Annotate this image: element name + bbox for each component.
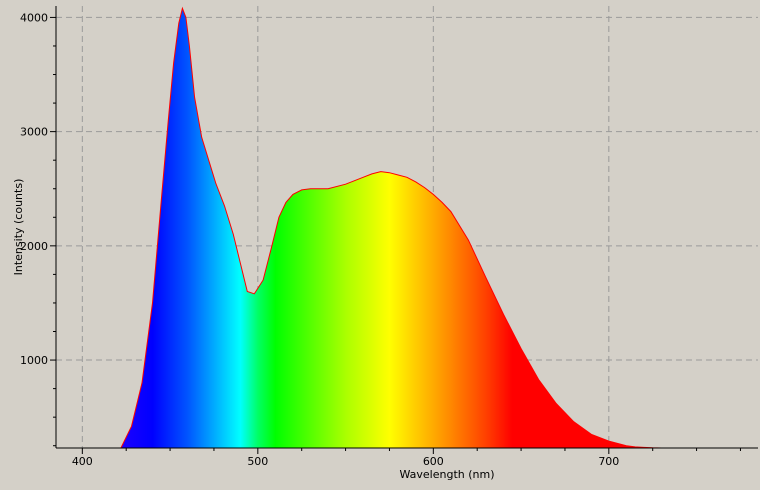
y-tick-label: 3000 [20, 126, 48, 139]
y-tick-label: 4000 [20, 11, 48, 24]
x-tick-label: 400 [72, 455, 93, 468]
spectrum-area [120, 8, 680, 448]
x-tick-label: 700 [598, 455, 619, 468]
y-axis-label: Intensity (counts) [12, 179, 25, 276]
y-tick-label: 1000 [20, 354, 48, 367]
y-tick-label: 2000 [20, 240, 48, 253]
x-tick-label: 600 [423, 455, 444, 468]
x-axis-label: Wavelength (nm) [399, 468, 494, 481]
tick-labels: 400 500 600 700 1000 2000 3000 4000 [20, 11, 619, 468]
spectrum-line [120, 6, 679, 448]
axes [50, 6, 758, 454]
x-tick-label: 500 [247, 455, 268, 468]
